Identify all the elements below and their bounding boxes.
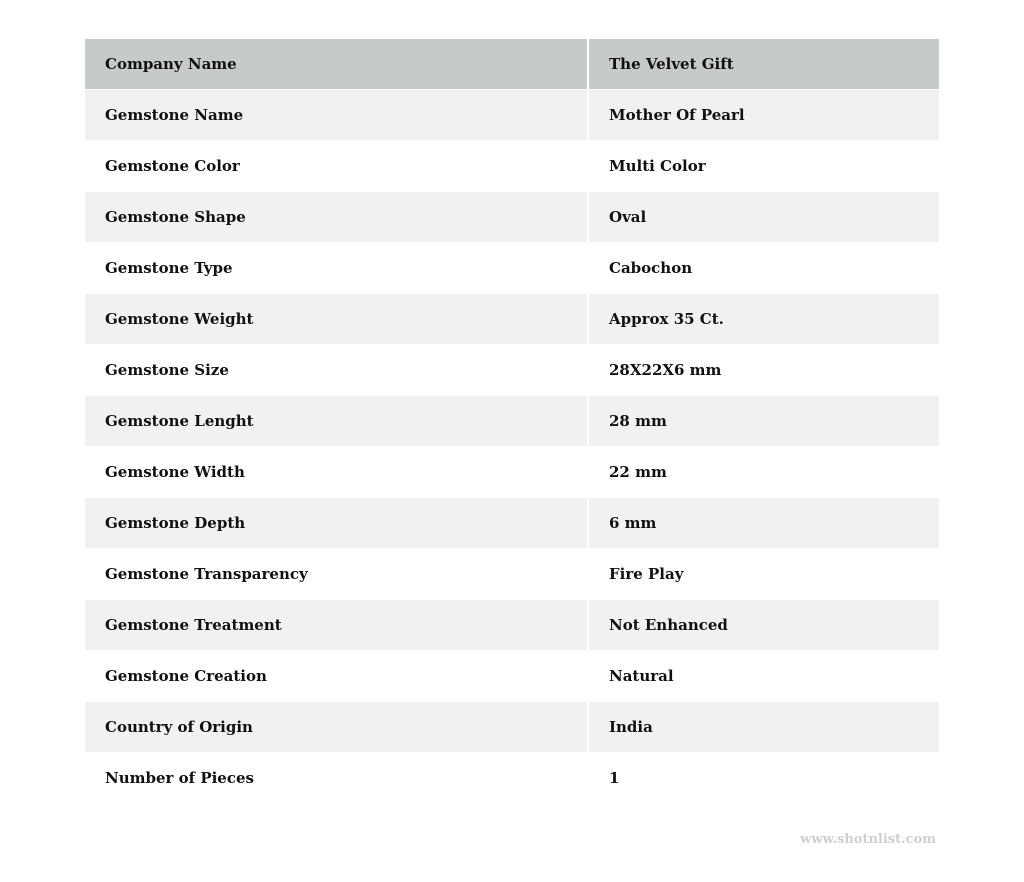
row-label: Gemstone Width (85, 446, 589, 498)
table-row: Gemstone Width 22 mm (85, 446, 939, 498)
row-value: Approx 35 Ct. (588, 293, 939, 345)
row-label: Gemstone Name (85, 89, 589, 141)
row-value: Natural (588, 650, 939, 702)
row-value: 1 (588, 752, 939, 804)
row-value: Mother Of Pearl (588, 89, 939, 141)
row-value: Oval (588, 191, 939, 243)
row-label: Gemstone Size (85, 344, 589, 396)
gemstone-spec-table: Company Name The Velvet Gift Gemstone Name… (85, 39, 939, 804)
table-row: Gemstone Transparency Fire Play (85, 548, 939, 600)
row-value: Not Enhanced (588, 599, 939, 651)
row-label: Gemstone Color (85, 140, 589, 192)
watermark: www.shotnlist.com (800, 832, 936, 847)
row-label: Gemstone Creation (85, 650, 589, 702)
row-value: The Velvet Gift (588, 39, 939, 90)
row-value: Cabochon (588, 242, 939, 294)
table-row: Country of Origin India (85, 701, 939, 753)
table-row: Gemstone Lenght 28 mm (85, 395, 939, 447)
table-row: Number of Pieces 1 (85, 752, 939, 804)
row-value: 28 mm (588, 395, 939, 447)
table-row: Gemstone Color Multi Color (85, 140, 939, 192)
table-row: Gemstone Depth 6 mm (85, 497, 939, 549)
table-row: Gemstone Treatment Not Enhanced (85, 599, 939, 651)
row-label: Gemstone Depth (85, 497, 589, 549)
table-row: Gemstone Name Mother Of Pearl (85, 89, 939, 141)
table-header-row: Company Name The Velvet Gift (85, 39, 939, 90)
row-label: Number of Pieces (85, 752, 589, 804)
table-row: Gemstone Creation Natural (85, 650, 939, 702)
row-label: Gemstone Treatment (85, 599, 589, 651)
table-row: Gemstone Shape Oval (85, 191, 939, 243)
table-row: Gemstone Weight Approx 35 Ct. (85, 293, 939, 345)
table-row: Gemstone Size 28X22X6 mm (85, 344, 939, 396)
row-value: Fire Play (588, 548, 939, 600)
row-label: Gemstone Lenght (85, 395, 589, 447)
row-label: Country of Origin (85, 701, 589, 753)
row-value: 28X22X6 mm (588, 344, 939, 396)
row-label: Company Name (85, 39, 589, 90)
row-label: Gemstone Weight (85, 293, 589, 345)
row-label: Gemstone Transparency (85, 548, 589, 600)
row-value: India (588, 701, 939, 753)
row-label: Gemstone Shape (85, 191, 589, 243)
row-label: Gemstone Type (85, 242, 589, 294)
row-value: 22 mm (588, 446, 939, 498)
table-row: Gemstone Type Cabochon (85, 242, 939, 294)
row-value: 6 mm (588, 497, 939, 549)
row-value: Multi Color (588, 140, 939, 192)
